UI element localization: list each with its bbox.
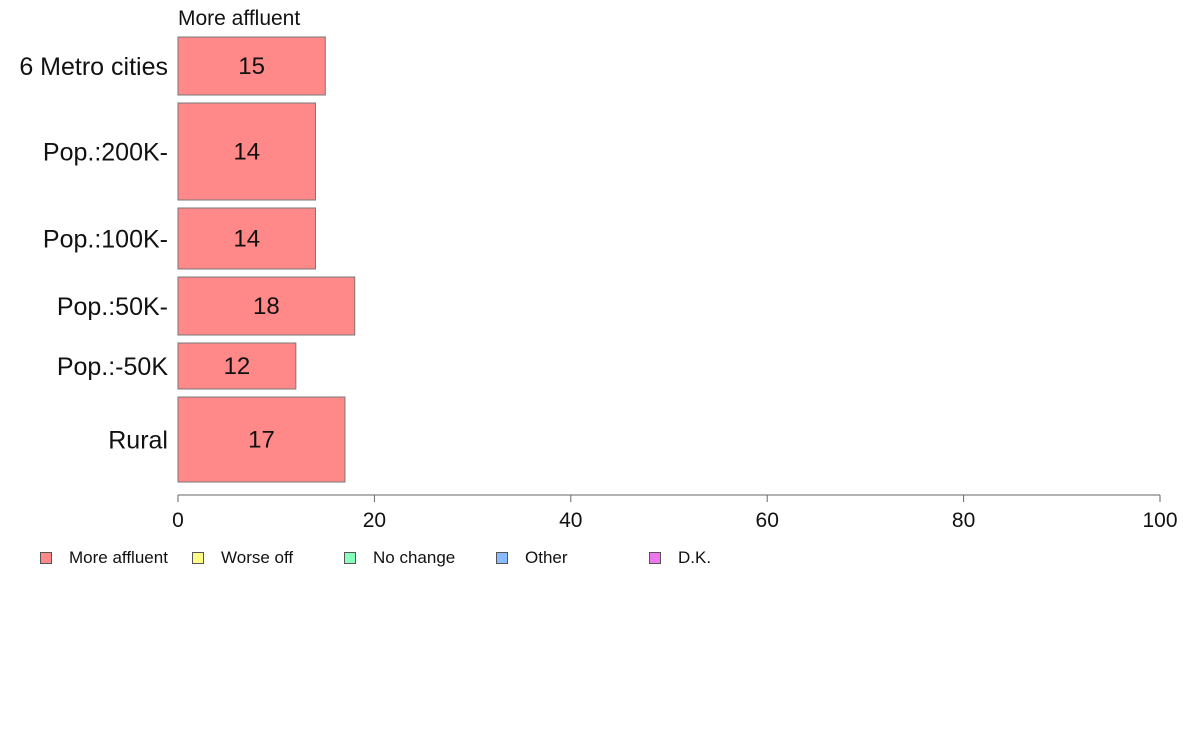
category-label: Pop.:100K- xyxy=(43,226,168,254)
x-tick-label: 0 xyxy=(172,509,184,532)
bar xyxy=(177,276,356,336)
legend-item: No change xyxy=(344,548,455,568)
legend-item: Other xyxy=(496,548,568,568)
legend-label: D.K. xyxy=(678,548,712,567)
bar-value-label: 18 xyxy=(253,293,280,320)
x-tick-label: 40 xyxy=(559,509,582,532)
legend-item: D.K. xyxy=(649,548,711,568)
bar xyxy=(177,207,316,270)
legend-label: No change xyxy=(373,548,456,567)
x-tick-label: 60 xyxy=(756,509,779,532)
legend-swatch xyxy=(192,552,204,564)
x-tick-label: 80 xyxy=(952,509,975,532)
legend-label: More affluent xyxy=(69,548,168,567)
category-label: 6 Metro cities xyxy=(19,53,168,81)
legend-swatch xyxy=(344,552,356,564)
bar-value-label: 12 xyxy=(224,353,251,380)
bar xyxy=(177,102,316,201)
panel-title: More affluent xyxy=(178,7,300,30)
category-label: Pop.:200K- xyxy=(43,139,168,167)
bar-value-label: 14 xyxy=(233,139,260,166)
legend-swatch xyxy=(649,552,661,564)
bar-value-label: 14 xyxy=(233,226,260,253)
bar xyxy=(177,342,297,390)
category-label: Pop.:-50K xyxy=(57,353,169,381)
bar-group: 15 14 14 18 12 17 xyxy=(177,36,356,483)
legend-item: More affluent xyxy=(40,548,168,568)
bar xyxy=(177,396,346,483)
category-label: Pop.:50K- xyxy=(57,293,168,321)
category-labels: 6 Metro cities Pop.:200K- Pop.:100K- Pop.:5… xyxy=(19,53,168,455)
legend-label: Worse off xyxy=(221,548,294,567)
legend-swatch xyxy=(496,552,508,564)
x-axis: 0 20 40 60 80 100 xyxy=(172,494,1178,532)
x-tick-label: 20 xyxy=(363,509,386,532)
category-label: Rural xyxy=(108,427,168,455)
bar xyxy=(177,36,326,96)
bar-value-label: 15 xyxy=(238,53,265,80)
legend-label: Other xyxy=(525,548,568,567)
legend-item: Worse off xyxy=(192,548,293,568)
legend-swatch xyxy=(40,552,52,564)
bar-value-label: 17 xyxy=(248,427,275,454)
x-tick-label: 100 xyxy=(1142,509,1177,532)
